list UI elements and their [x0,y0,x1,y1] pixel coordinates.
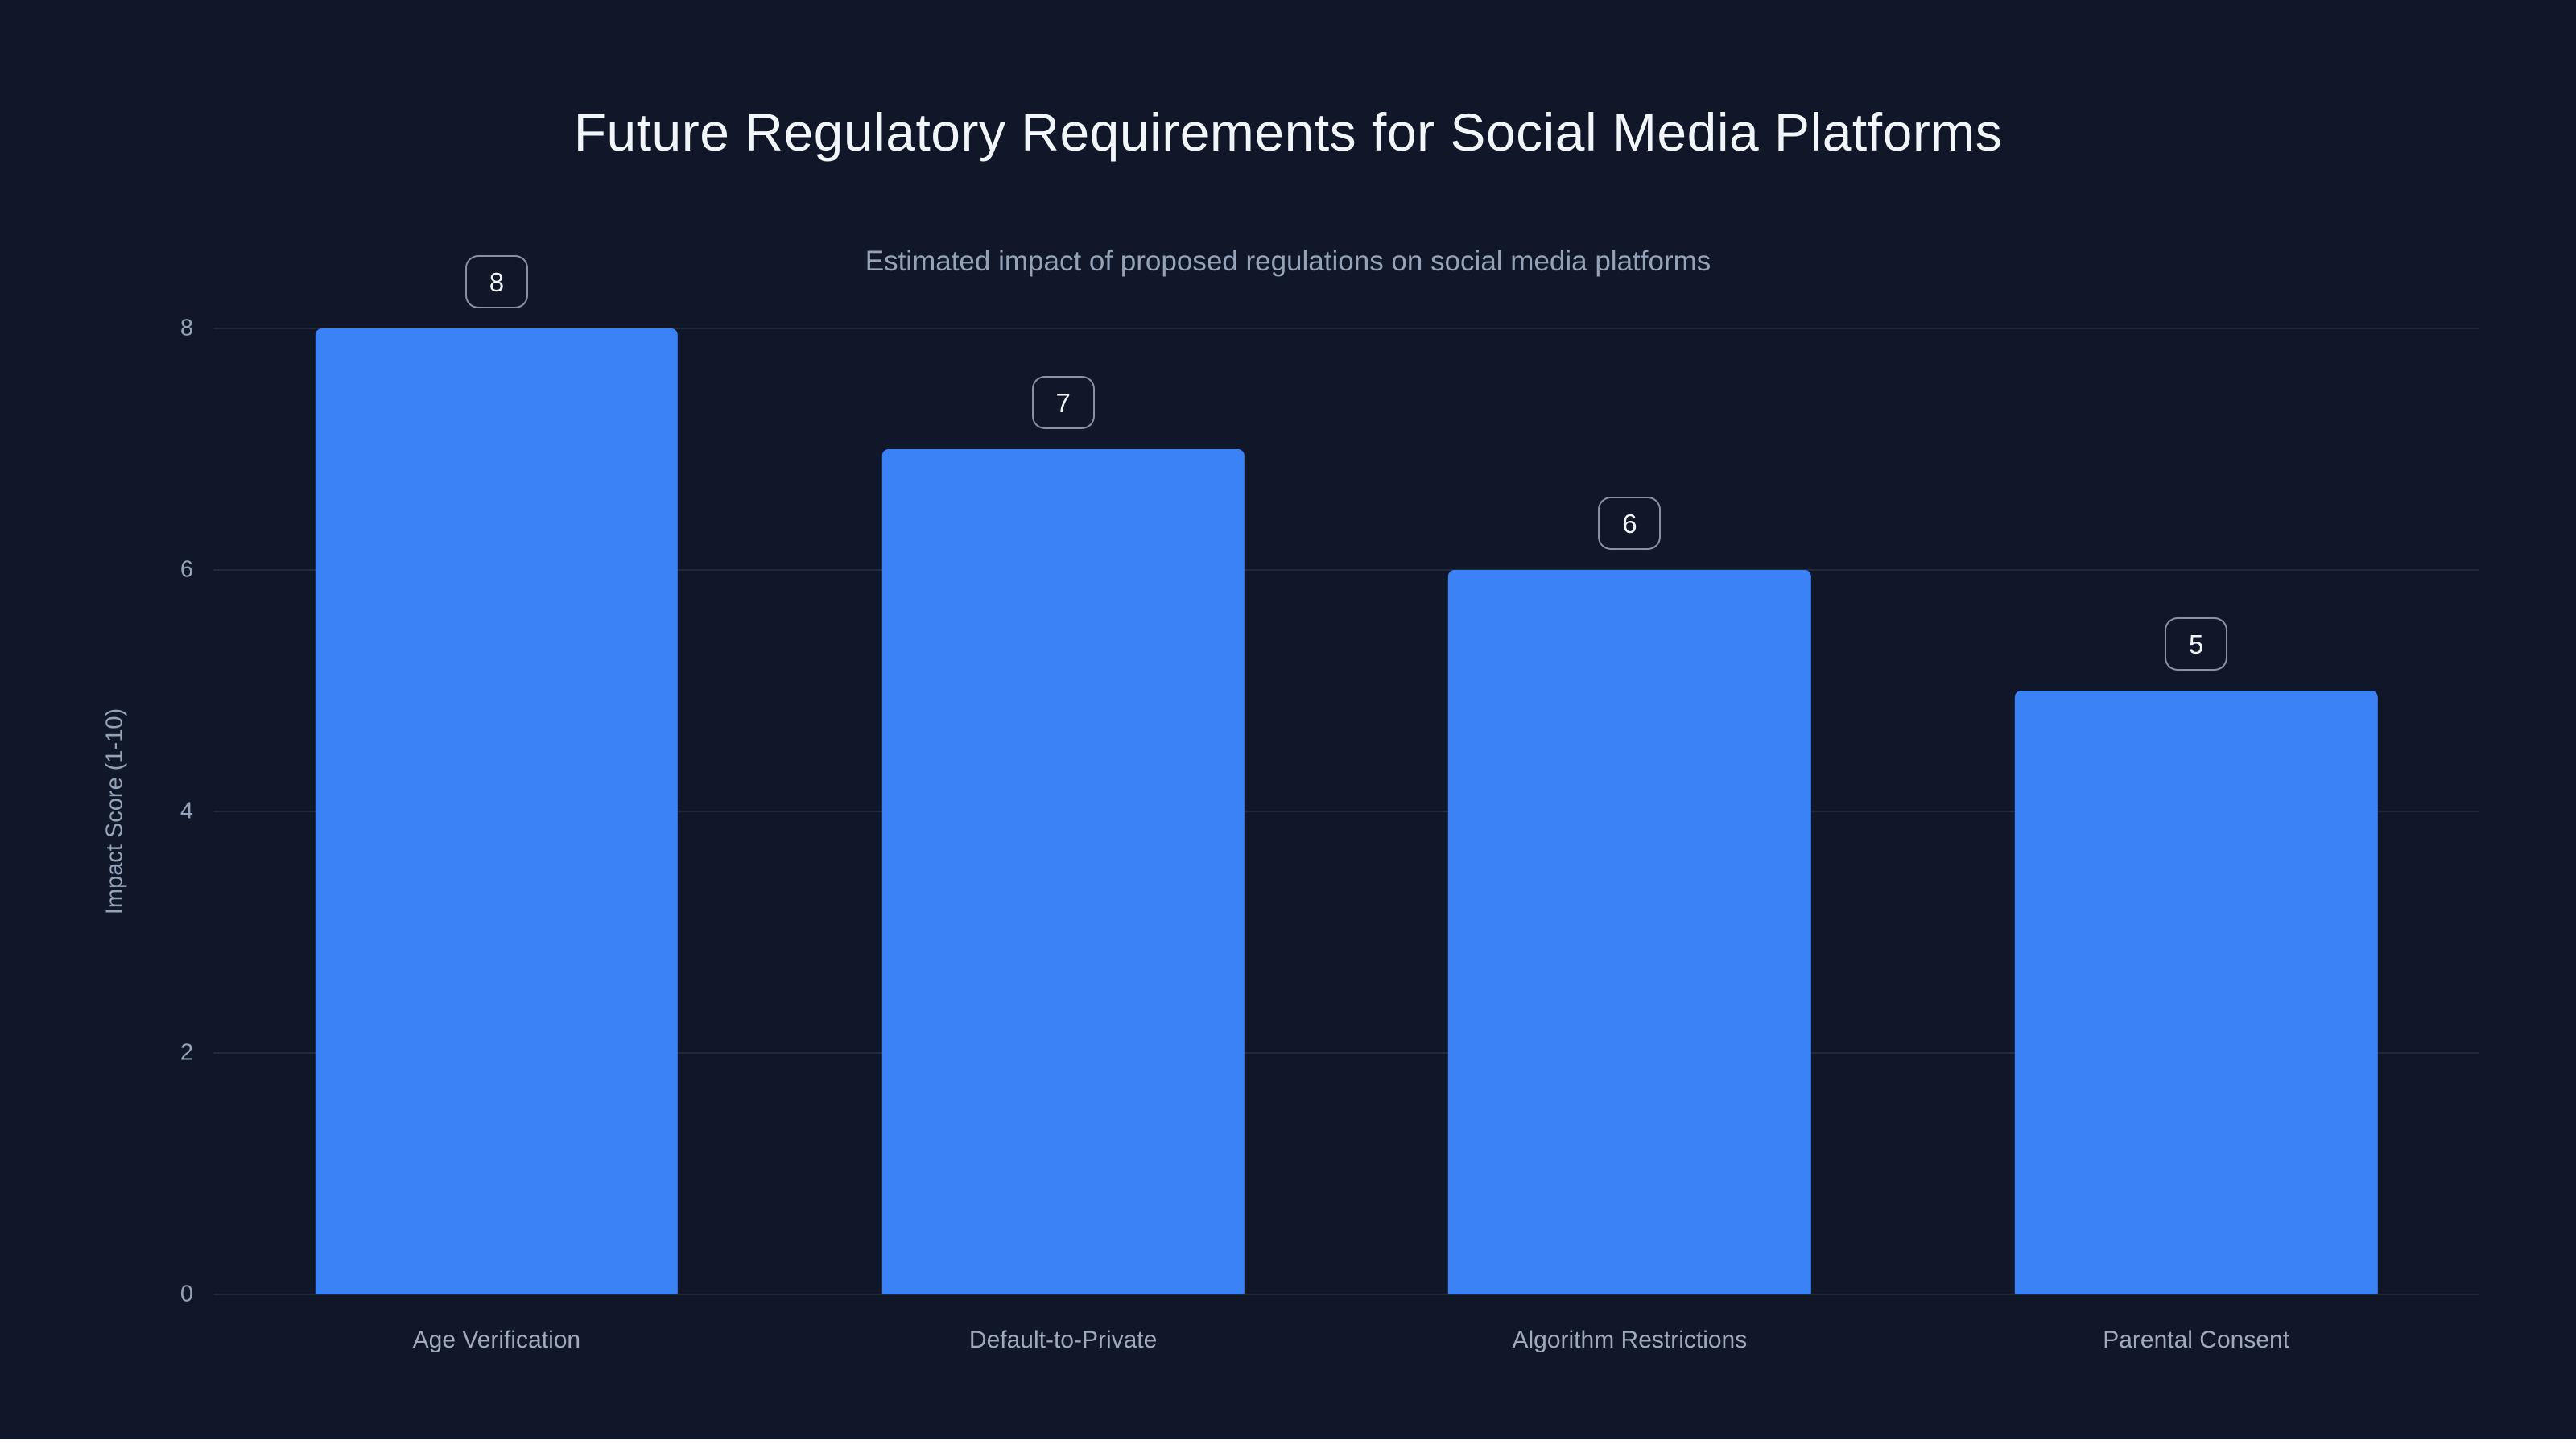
gridline [213,1294,2479,1295]
category-label: Default-to-Private [968,1327,1158,1353]
category-label: Algorithm Restrictions [1512,1327,1748,1353]
value-badge: 8 [464,255,528,308]
bar-column: 6 Algorithm Restrictions [1347,328,1913,1353]
category-label: Parental Consent [2103,1327,2290,1353]
chart-subtitle: Estimated impact of proposed regulations… [865,246,1711,277]
y-tick-label: 2 [180,1039,193,1066]
y-axis-label: Impact Score (1-10) [101,708,128,915]
y-tick-label: 8 [180,315,193,341]
gridline [213,811,2479,812]
bar [881,449,1245,1294]
bar-column: 7 Default-to-Private [780,328,1347,1353]
gridline [213,1052,2479,1054]
y-tick-label: 4 [180,798,193,824]
chart-title: Future Regulatory Requirements for Socia… [573,102,2003,162]
value-badge: 7 [1031,376,1095,429]
bar-column: 5 Parental Consent [1913,328,2479,1353]
bar-column: 8 Age Verification [213,255,780,1353]
bar [2014,691,2378,1294]
value-badge: 5 [2165,617,2228,671]
bar [1448,570,1811,1294]
gridline [213,328,2479,329]
bottom-strip [0,1439,2576,1449]
bar [315,328,679,1294]
plot-area: 0 2 4 6 8 8 Age Verification 7 Default-to-Privat… [180,255,2479,1353]
value-badge: 6 [1598,497,1662,550]
y-tick-label: 0 [180,1281,193,1307]
y-tick-label: 6 [180,556,193,583]
gridline [213,569,2479,571]
category-label: Age Verification [412,1327,581,1353]
